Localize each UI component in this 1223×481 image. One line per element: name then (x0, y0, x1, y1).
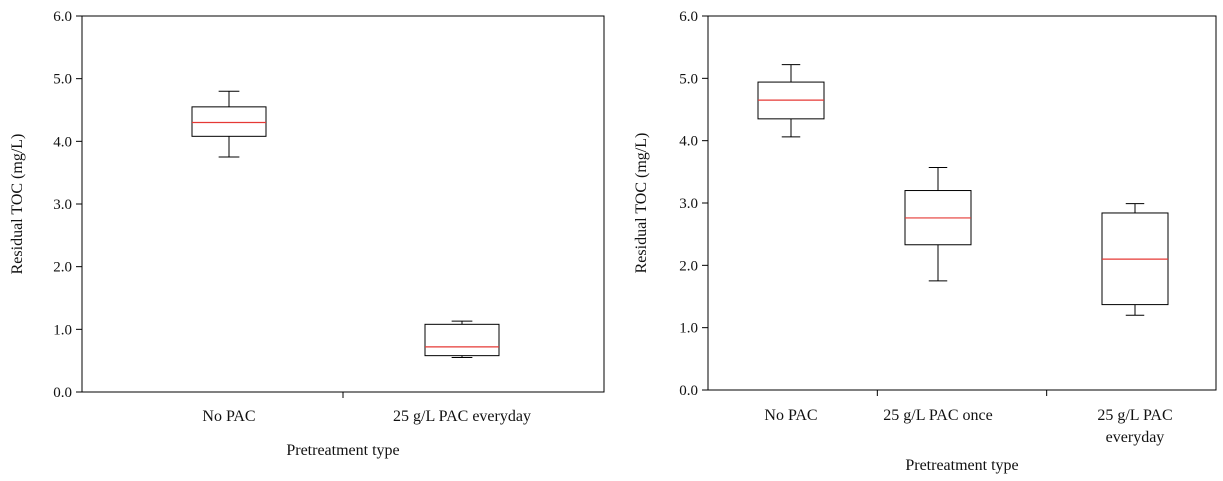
left-box-plot: 0.0 1.0 2.0 3.0 4.0 5.0 6.0 No PAC 25 g/L PAC ev… (9, 9, 605, 459)
y-tick-label: 4.0 (53, 134, 72, 150)
y-tick-label: 2.0 (53, 260, 72, 276)
right-box-plot: 0.0 1.0 2.0 3.0 4.0 5.0 6.0 No PAC 25 g/L PAC on… (633, 9, 1217, 474)
y-tick-label: 0.0 (679, 383, 698, 399)
x-category-label: No PAC (202, 408, 255, 425)
x-category-label: 25 g/L PAC (1097, 407, 1172, 424)
plot-frame (81, 15, 605, 393)
y-tick-label: 0.0 (53, 385, 72, 401)
iqr-box (424, 323, 500, 357)
x-axis-title: Pretreatment type (286, 442, 399, 459)
y-tick-label: 1.0 (53, 322, 72, 338)
y-axis-title: Residual TOC (mg/L) (633, 133, 650, 274)
x-category-label: 25 g/L PAC everyday (393, 408, 531, 425)
y-tick-label: 3.0 (53, 197, 72, 213)
y-tick-label: 5.0 (53, 72, 72, 88)
y-tick-label: 6.0 (53, 9, 72, 25)
x-category-label: 25 g/L PAC once (883, 407, 992, 424)
y-tick-label: 3.0 (679, 196, 698, 212)
y-tick-label: 5.0 (679, 71, 698, 87)
y-tick-label: 2.0 (679, 258, 698, 274)
x-category-label: everyday (1106, 429, 1165, 446)
x-category-label: No PAC (764, 407, 817, 424)
iqr-box (191, 106, 267, 137)
y-axis-title: Residual TOC (mg/L) (9, 134, 26, 275)
y-tick-label: 4.0 (679, 134, 698, 150)
y-tick-label: 6.0 (679, 9, 698, 25)
x-axis-title: Pretreatment type (905, 457, 1018, 474)
y-tick-label: 1.0 (679, 321, 698, 337)
